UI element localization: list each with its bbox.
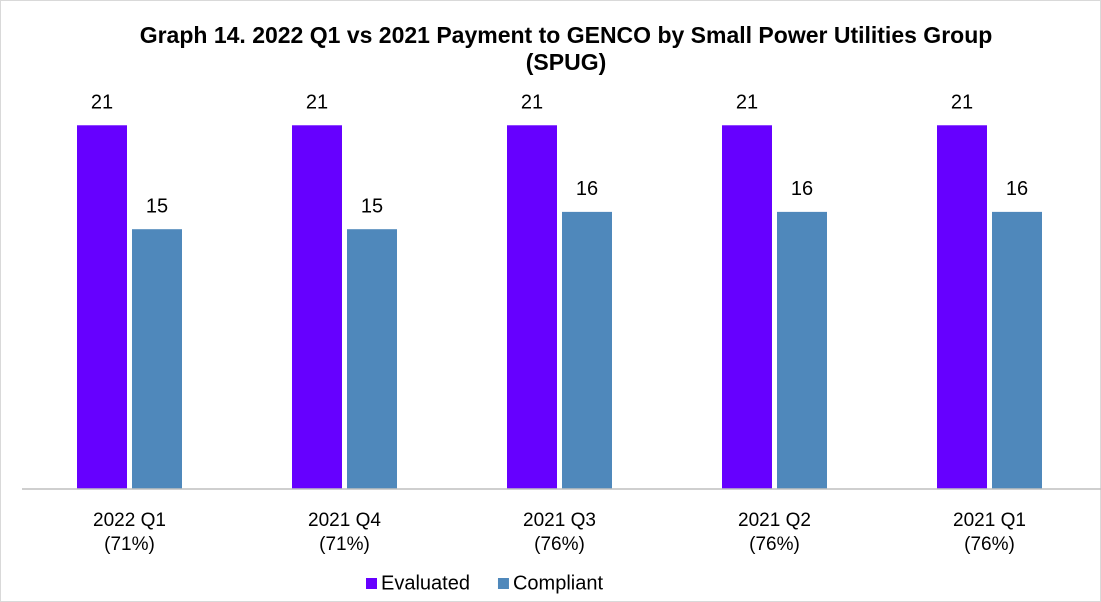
- legend-label: Evaluated: [381, 572, 470, 594]
- value-label: 21: [521, 92, 543, 114]
- legend-swatch: [366, 578, 377, 589]
- x-tick-label: (76%): [534, 534, 585, 555]
- bar: [777, 211, 827, 489]
- bar: [77, 125, 127, 489]
- bar: [292, 125, 342, 489]
- x-tick-label: 2021 Q2: [738, 510, 811, 531]
- bar: [722, 125, 772, 489]
- value-label: 21: [951, 92, 973, 114]
- bar: [992, 211, 1042, 489]
- value-label: 16: [791, 178, 813, 200]
- legend-swatch: [497, 578, 509, 589]
- bar: [937, 125, 987, 489]
- value-label: 21: [91, 92, 113, 114]
- x-tick-label: (76%): [749, 534, 800, 555]
- value-label: 21: [736, 92, 758, 114]
- value-label: 15: [361, 195, 383, 217]
- bar: [562, 211, 612, 489]
- legend-label: Compliant: [513, 572, 603, 594]
- chart-title: Graph 14. 2022 Q1 vs 2021 Payment to GEN…: [139, 22, 993, 75]
- value-label: 16: [1006, 178, 1028, 200]
- value-label: 21: [306, 92, 328, 114]
- bar: [347, 229, 397, 489]
- x-tick-label: (71%): [104, 534, 155, 555]
- value-label: 15: [146, 195, 168, 217]
- value-label: 16: [576, 178, 598, 200]
- x-tick-label: (76%): [964, 534, 1015, 555]
- x-tick-label: 2021 Q3: [523, 510, 596, 531]
- x-tick-label: (71%): [319, 534, 370, 555]
- x-tick-label: 2021 Q4: [308, 510, 381, 531]
- bar: [507, 125, 557, 489]
- bar: [132, 229, 182, 489]
- x-tick-label: 2021 Q1: [953, 510, 1026, 531]
- x-tick-label: 2022 Q1: [93, 510, 166, 531]
